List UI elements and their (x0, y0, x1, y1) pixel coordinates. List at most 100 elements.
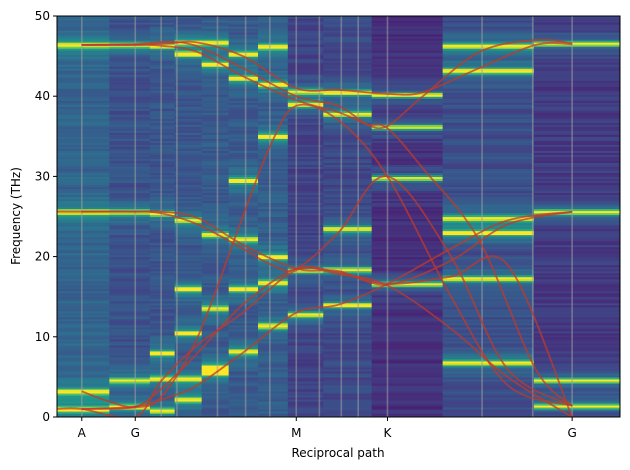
heatmap-cell (287, 22, 324, 25)
heatmap-cell (442, 76, 535, 79)
heatmap-cell (371, 96, 444, 99)
heatmap-cell (323, 48, 373, 51)
heatmap-cell (287, 182, 324, 186)
heatmap-cell (228, 364, 259, 368)
heatmap-cell (371, 176, 444, 180)
heatmap-cell (257, 260, 289, 264)
heatmap-cell (149, 64, 176, 67)
heatmap-cell (109, 318, 151, 322)
heatmap-cell (287, 34, 324, 37)
heatmap-cell (174, 180, 203, 184)
heatmap-cell (257, 302, 289, 306)
heatmap-cell (257, 224, 289, 228)
heatmap-cell (149, 364, 176, 368)
heatmap-cell (109, 396, 151, 400)
heatmap-cell (371, 394, 444, 398)
heatmap-cell (533, 412, 620, 416)
heatmap-cell (442, 362, 535, 366)
heatmap-cell (174, 172, 203, 175)
heatmap-cell (228, 122, 259, 125)
heatmap-cell (533, 290, 620, 294)
heatmap-cell (323, 96, 373, 99)
heatmap-cell (201, 182, 230, 186)
heatmap-cell (201, 76, 230, 79)
heatmap-cell (149, 78, 176, 81)
heatmap-cell (323, 382, 373, 386)
heatmap-cell (323, 294, 373, 298)
heatmap-cell (533, 338, 620, 342)
heatmap-cell (174, 26, 203, 29)
heatmap-cell (442, 384, 535, 388)
heatmap-cell (57, 386, 110, 390)
heatmap-cell (201, 58, 230, 61)
heatmap-cell (533, 86, 620, 89)
heatmap-cell (57, 138, 110, 141)
heatmap-cell (109, 378, 151, 382)
heatmap-cell (257, 88, 289, 91)
heatmap-cell (533, 222, 620, 226)
heatmap-cell (228, 338, 259, 342)
heatmap-cell (257, 370, 289, 374)
heatmap-cell (201, 380, 230, 384)
heatmap-cell (257, 94, 289, 97)
heatmap-cell (257, 352, 289, 356)
heatmap-cell (174, 244, 203, 248)
heatmap-cell (533, 34, 620, 37)
heatmap-cell (109, 182, 151, 186)
heatmap-cell (109, 244, 151, 248)
heatmap-cell (228, 300, 259, 304)
heatmap-cell (287, 86, 324, 89)
heatmap-cell (174, 336, 203, 340)
heatmap-cell (174, 280, 203, 284)
heatmap-cell (109, 346, 151, 350)
heatmap-cell (371, 68, 444, 71)
heatmap-cell (201, 164, 230, 167)
heatmap-cell (442, 102, 535, 105)
heatmap-cell (257, 46, 289, 49)
heatmap-cell (533, 250, 620, 254)
heatmap-cell (228, 396, 259, 400)
heatmap-cell (174, 128, 203, 131)
heatmap-cell (174, 404, 203, 408)
heatmap-cell (201, 214, 230, 218)
heatmap-cell (149, 112, 176, 115)
heatmap-cell (442, 26, 535, 29)
heatmap-cell (109, 30, 151, 33)
heatmap-cell (371, 304, 444, 308)
heatmap-cell (371, 260, 444, 264)
branch-line-branch-6 (81, 210, 573, 286)
heatmap-cell (149, 268, 176, 272)
heatmap-cell (257, 366, 289, 370)
heatmap-cell (287, 114, 324, 117)
heatmap-cell (201, 224, 230, 228)
heatmap-cell (533, 200, 620, 204)
heatmap-cell (149, 236, 176, 240)
heatmap-cell (149, 172, 176, 175)
heatmap-cell (149, 90, 176, 93)
heatmap-cell (228, 268, 259, 272)
heatmap-cell (57, 234, 110, 238)
heatmap-cell (287, 154, 324, 157)
heatmap-cell (228, 48, 259, 51)
heatmap-cell (533, 172, 620, 175)
heatmap-cell (442, 16, 535, 19)
heatmap-cell (57, 394, 110, 398)
heatmap-cell (174, 272, 203, 276)
heatmap-cell (174, 134, 203, 137)
heatmap-cell (323, 240, 373, 244)
heatmap-cell (442, 84, 535, 87)
heatmap-cell (228, 282, 259, 286)
heatmap-cell (287, 166, 324, 169)
heatmap-cell (174, 288, 203, 292)
heatmap-cell (323, 410, 373, 414)
heatmap-cell (323, 220, 373, 224)
heatmap-cell (533, 340, 620, 344)
heatmap-cell (533, 408, 620, 412)
heatmap-cell (533, 402, 620, 406)
heatmap-cell (201, 80, 230, 83)
heatmap-cell (109, 68, 151, 71)
heatmap-cell (228, 182, 259, 186)
heatmap-cell (287, 206, 324, 210)
heatmap-cell (109, 402, 151, 406)
heatmap-cell (287, 216, 324, 220)
